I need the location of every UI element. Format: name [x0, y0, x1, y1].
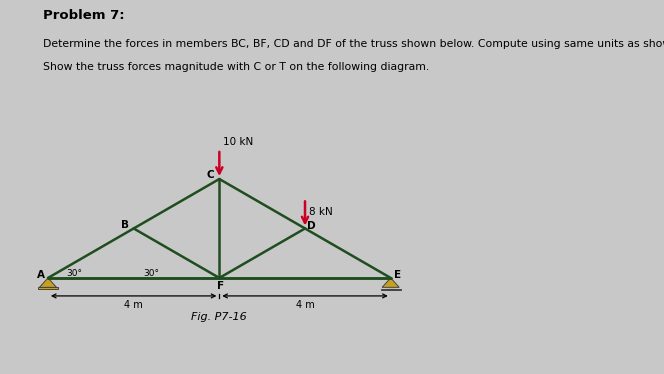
Text: Fig. P7-16: Fig. P7-16: [191, 312, 247, 322]
Polygon shape: [381, 289, 400, 290]
Text: E: E: [394, 270, 401, 280]
Text: 8 kN: 8 kN: [309, 207, 333, 217]
Text: B: B: [121, 220, 129, 230]
Text: Determine the forces in members BC, BF, CD and DF of the truss shown below. Comp: Determine the forces in members BC, BF, …: [43, 39, 664, 49]
Polygon shape: [39, 278, 56, 287]
Polygon shape: [38, 287, 58, 289]
Text: 30°: 30°: [143, 269, 159, 278]
Text: Problem 7:: Problem 7:: [43, 9, 125, 22]
Text: 4 m: 4 m: [124, 300, 143, 310]
Text: 30°: 30°: [66, 269, 82, 278]
Text: F: F: [218, 280, 224, 291]
Text: C: C: [207, 170, 214, 180]
Text: 4 m: 4 m: [295, 300, 314, 310]
Text: A: A: [37, 270, 45, 279]
Text: 10 kN: 10 kN: [222, 137, 253, 147]
Text: Show the truss forces magnitude with C or T on the following diagram.: Show the truss forces magnitude with C o…: [43, 62, 430, 72]
Text: D: D: [307, 221, 315, 231]
Polygon shape: [382, 278, 399, 287]
